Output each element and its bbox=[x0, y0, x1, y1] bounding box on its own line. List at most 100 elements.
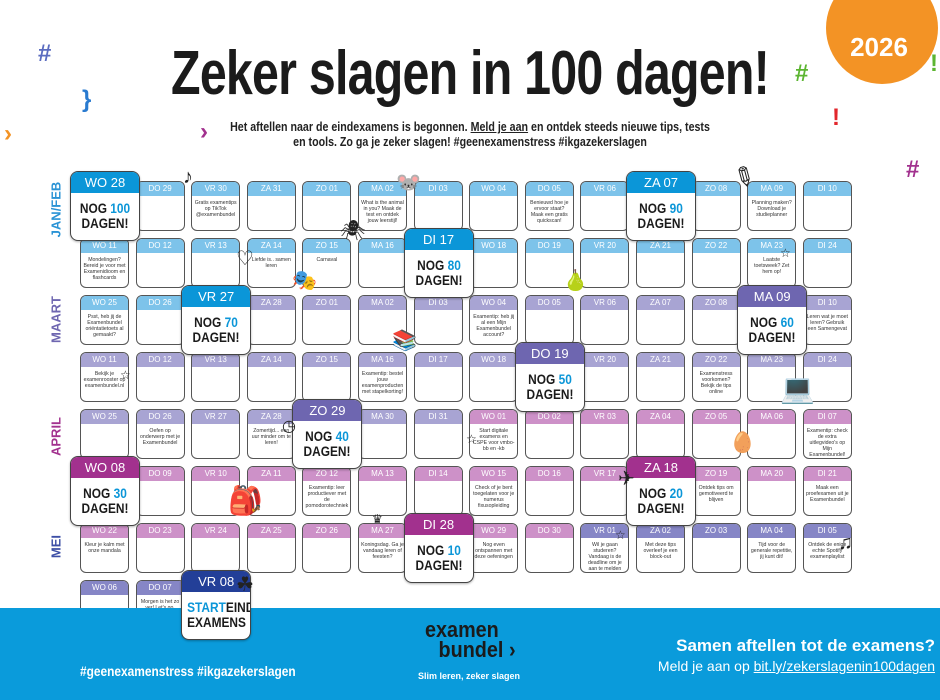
countdown-cell[interactable]: ZA 18 NOG 20 DAGEN! bbox=[626, 456, 696, 526]
calendar-day[interactable]: VR 27 bbox=[191, 409, 241, 459]
calendar-day[interactable]: DO 05 bbox=[524, 295, 574, 345]
calendar-day[interactable]: ZA 11 bbox=[246, 466, 296, 516]
calendar-day[interactable]: ZA 31 bbox=[246, 181, 296, 231]
calendar-day[interactable]: ZA 21 bbox=[636, 238, 685, 288]
calendar-day[interactable]: ZO 08 bbox=[691, 295, 741, 345]
calendar-day[interactable]: DI 07 Examentip: check de extra uitlegvid… bbox=[802, 409, 852, 459]
calendar-day[interactable]: DO 23 bbox=[135, 523, 185, 573]
calendar-day[interactable]: VR 17 bbox=[580, 466, 630, 516]
calendar-day[interactable]: DI 05 Ontdek de enige echte Spotify exame… bbox=[802, 523, 852, 573]
calendar-day[interactable]: DO 05 Benieuwd hoe je ervoor staat? Maak … bbox=[524, 181, 574, 231]
calendar-day[interactable]: WO 11 Bekijk je examenrooster op examenbu… bbox=[80, 352, 129, 402]
calendar-day[interactable]: DI 17 bbox=[413, 352, 463, 402]
calendar-day[interactable]: DO 09 bbox=[135, 466, 185, 516]
countdown-cell[interactable]: VR 27 NOG 70 DAGEN! bbox=[181, 285, 252, 355]
countdown-cell[interactable]: WO 28 NOG 100 DAGEN! bbox=[70, 171, 140, 241]
countdown-cell[interactable]: DI 17 NOG 80 DAGEN! bbox=[403, 228, 474, 298]
calendar-day[interactable]: VR 06 bbox=[580, 181, 630, 231]
calendar-day[interactable]: VR 20 bbox=[580, 238, 630, 288]
calendar-day[interactable]: ZO 15 Carnaval bbox=[302, 238, 352, 288]
calendar-day[interactable]: ZO 08 bbox=[691, 181, 741, 231]
calendar-day[interactable]: DO 16 bbox=[524, 466, 574, 516]
calendar-day[interactable]: DI 03 bbox=[413, 181, 463, 231]
calendar-day[interactable]: VR 24 bbox=[191, 523, 241, 573]
calendar-day[interactable]: DI 24 bbox=[802, 352, 852, 402]
calendar-day[interactable]: MA 02 What is the animal in you? Maak de … bbox=[358, 181, 407, 231]
signup-link[interactable]: Meld je aan bbox=[470, 119, 529, 134]
calendar-day[interactable]: WO 29 Nog even ontspannen met deze oefeni… bbox=[469, 523, 519, 573]
calendar-day[interactable]: WO 18 bbox=[469, 352, 519, 402]
calendar-day[interactable]: ZO 01 bbox=[302, 181, 352, 231]
calendar-day[interactable]: ZO 22 Examenstress voorkomen? Bekijk de t… bbox=[691, 352, 741, 402]
calendar-day[interactable]: MA 30 bbox=[358, 409, 407, 459]
calendar-day[interactable]: ZO 15 bbox=[302, 352, 352, 402]
calendar-day[interactable]: DI 31 bbox=[413, 409, 463, 459]
calendar-day[interactable]: MA 23 Laatste toetsweek? Zet hem op! bbox=[747, 238, 797, 288]
calendar-day[interactable]: DO 26 bbox=[135, 295, 185, 345]
calendar-day[interactable]: DO 29 bbox=[135, 181, 185, 231]
calendar-day[interactable]: ZO 26 bbox=[302, 523, 352, 573]
calendar-day[interactable]: VR 30 Gratis examentips op TikTok @examen… bbox=[191, 181, 241, 231]
calendar-day[interactable]: ZO 19 Ontdek tips om gemotiveerd te blijv… bbox=[691, 466, 741, 516]
calendar-day[interactable]: ZA 07 bbox=[636, 295, 685, 345]
calendar-day[interactable]: MA 16 bbox=[358, 238, 407, 288]
calendar-day[interactable]: DI 03 bbox=[413, 295, 463, 345]
calendar-day[interactable]: VR 01 Wil je gaan studeren? Vandaag is de… bbox=[580, 523, 630, 573]
calendar-day[interactable]: WO 04 bbox=[469, 181, 519, 231]
calendar-day[interactable]: WO 11 Mondelingen? Bereid je voor met Exa… bbox=[80, 238, 129, 288]
examenbundel-logo[interactable]: examen bundel › bbox=[425, 619, 516, 661]
calendar-day[interactable]: MA 13 bbox=[358, 466, 407, 516]
calendar-day[interactable]: WO 04 Examentip: heb jij al een Mijn Exam… bbox=[469, 295, 519, 345]
calendar-day[interactable]: WO 15 Check of je bent toegelaten voor je… bbox=[469, 466, 519, 516]
calendar-day[interactable]: VR 20 bbox=[580, 352, 630, 402]
calendar-day[interactable]: DO 26 Oefen op onderwerp met je Examenbun… bbox=[135, 409, 185, 459]
calendar-day[interactable]: ZA 21 bbox=[636, 352, 685, 402]
calendar-day[interactable]: ZO 03 bbox=[691, 523, 741, 573]
calendar-day[interactable]: ZO 05 bbox=[691, 409, 741, 459]
calendar-day[interactable]: MA 06 bbox=[747, 409, 797, 459]
calendar-day[interactable]: VR 13 bbox=[191, 238, 241, 288]
calendar-day[interactable]: ZA 14 bbox=[246, 352, 296, 402]
calendar-day[interactable]: VR 10 bbox=[191, 466, 241, 516]
calendar-day[interactable]: DI 10 bbox=[802, 181, 852, 231]
countdown-cell[interactable]: ZO 29 NOG 40 DAGEN! bbox=[292, 399, 363, 469]
calendar-day[interactable]: MA 09 Planning maken? Download je studiep… bbox=[747, 181, 797, 231]
calendar-day[interactable]: DI 21 Maak een proefexamen uit je Examenb… bbox=[802, 466, 852, 516]
calendar-day[interactable]: ZA 02 Met deze tips overleef je een block… bbox=[636, 523, 685, 573]
calendar-day[interactable]: DO 12 bbox=[135, 238, 185, 288]
calendar-day[interactable]: DO 02 bbox=[524, 409, 574, 459]
calendar-day[interactable]: MA 04 Tijd voor de generale repetitie, ji… bbox=[747, 523, 797, 573]
calendar-day[interactable]: MA 20 bbox=[747, 466, 797, 516]
calendar-day[interactable]: DO 30 bbox=[524, 523, 574, 573]
calendar-day[interactable]: DI 24 bbox=[802, 238, 852, 288]
cta-link[interactable]: bit.ly/zekerslagenin100dagen bbox=[753, 658, 935, 674]
calendar-day[interactable]: WO 25 bbox=[80, 409, 129, 459]
calendar-day[interactable]: ZO 22 bbox=[691, 238, 741, 288]
calendar-day[interactable]: DO 12 bbox=[135, 352, 185, 402]
calendar-day[interactable]: WO 01 Start digitale examens en CSPE voor… bbox=[469, 409, 519, 459]
calendar-day[interactable]: DI 10 Leren wat je moet leren? Gebruik ee… bbox=[802, 295, 852, 345]
calendar-day[interactable]: WO 25 Psst, heb jij de Examenbundel oriën… bbox=[80, 295, 129, 345]
calendar-day[interactable]: WO 22 Kleur je kalm met onze mandala bbox=[80, 523, 129, 573]
countdown-cell[interactable]: VR 08STARTEIND-EXAMENS bbox=[181, 570, 252, 640]
calendar-day[interactable]: ZA 28 bbox=[246, 295, 296, 345]
calendar-day[interactable]: WO 18 bbox=[469, 238, 519, 288]
calendar-day[interactable]: ZA 14 Liefde is.. samen leren bbox=[246, 238, 296, 288]
calendar-day[interactable]: MA 02 bbox=[358, 295, 407, 345]
countdown-cell[interactable]: DO 19 NOG 50 DAGEN! bbox=[514, 342, 585, 412]
calendar-day[interactable]: MA 16 Examentip: bestel jouw examenproduc… bbox=[358, 352, 407, 402]
calendar-day[interactable]: DI 14 bbox=[413, 466, 463, 516]
calendar-day[interactable]: MA 27 Koningsdag. Ga je vandaag leren of … bbox=[358, 523, 407, 573]
calendar-day[interactable]: ZO 01 bbox=[302, 295, 352, 345]
countdown-cell[interactable]: DI 28 NOG 10 DAGEN! bbox=[403, 513, 474, 583]
countdown-cell[interactable]: MA 09 NOG 60 DAGEN! bbox=[737, 285, 808, 355]
calendar-day[interactable]: VR 06 bbox=[580, 295, 630, 345]
calendar-day[interactable]: ZO 12 Examentip: leer productiever met de… bbox=[302, 466, 352, 516]
calendar-day[interactable]: ZA 25 bbox=[246, 523, 296, 573]
calendar-day[interactable]: VR 13 bbox=[191, 352, 241, 402]
calendar-day[interactable]: DO 19 bbox=[524, 238, 574, 288]
countdown-cell[interactable]: ZA 07 NOG 90 DAGEN! bbox=[626, 171, 696, 241]
countdown-cell[interactable]: WO 08 NOG 30 DAGEN! bbox=[70, 456, 140, 526]
calendar-day[interactable]: ZA 04 bbox=[636, 409, 685, 459]
calendar-day[interactable]: VR 03 bbox=[580, 409, 630, 459]
